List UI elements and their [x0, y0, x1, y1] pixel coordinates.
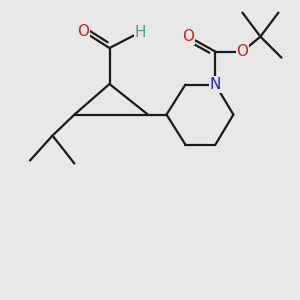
- Text: O: O: [236, 44, 248, 59]
- Text: N: N: [210, 77, 221, 92]
- Text: O: O: [182, 29, 194, 44]
- Text: O: O: [77, 24, 89, 39]
- Text: H: H: [135, 25, 146, 40]
